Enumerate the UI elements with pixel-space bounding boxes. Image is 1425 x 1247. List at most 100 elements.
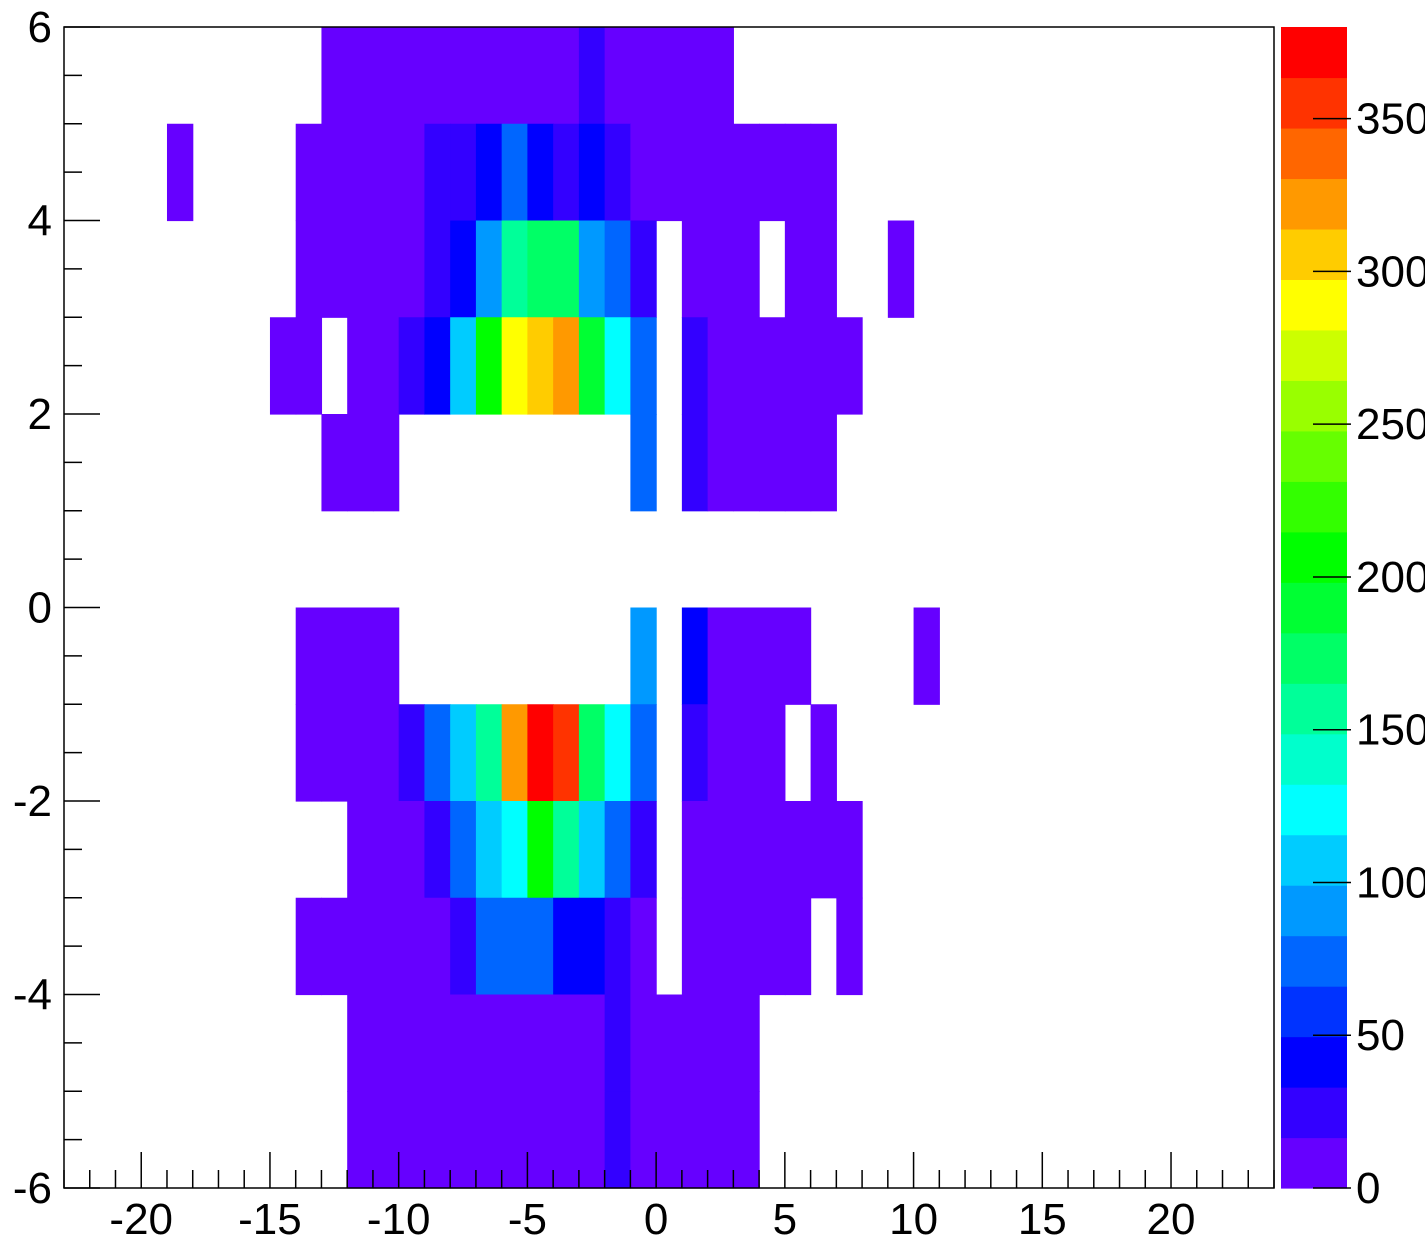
heatmap-cell xyxy=(475,317,503,415)
heatmap-cell xyxy=(681,801,709,899)
heatmap-cell xyxy=(707,801,734,899)
heatmap-cell xyxy=(424,1091,451,1189)
heatmap-cell xyxy=(681,1091,709,1189)
heatmap-cell xyxy=(527,1091,554,1189)
heatmap-cell xyxy=(475,801,503,899)
x-tick-label: 0 xyxy=(644,1195,668,1242)
heatmap-cell xyxy=(578,123,606,222)
heatmap-cell xyxy=(501,123,528,222)
x-tick-label: 10 xyxy=(889,1195,938,1242)
heatmap-cell xyxy=(604,994,631,1092)
heatmap-cell xyxy=(681,897,709,996)
x-tick-label: -20 xyxy=(109,1195,173,1242)
heatmap-cell xyxy=(604,1091,631,1189)
heatmap-cell xyxy=(553,317,580,415)
heatmap-cell xyxy=(733,220,760,318)
heatmap-cell xyxy=(347,704,374,802)
colorbar-segment xyxy=(1281,1137,1347,1189)
heatmap-cell xyxy=(733,1091,760,1189)
heatmap-cell xyxy=(295,317,323,415)
heatmap-cell xyxy=(424,123,451,222)
colorbar-segment xyxy=(1281,885,1347,937)
heatmap-cell xyxy=(784,123,812,222)
heatmap-cell xyxy=(372,414,400,512)
heatmap-cell xyxy=(295,123,323,222)
heatmap-cell xyxy=(501,317,528,415)
heatmap-cell xyxy=(836,897,863,996)
heatmap-cell xyxy=(424,897,451,996)
heatmap-cell xyxy=(321,220,348,318)
heatmap-cell xyxy=(347,27,374,125)
heatmap-cell xyxy=(681,220,709,318)
heatmap-cell xyxy=(707,27,734,125)
heatmap-cell xyxy=(630,801,657,899)
colorbar-tick-label: 150 xyxy=(1356,706,1425,755)
heatmap-cell xyxy=(707,317,734,415)
colorbar-segment xyxy=(1281,582,1347,634)
heatmap-cell xyxy=(372,704,400,802)
colorbar-segment xyxy=(1281,228,1347,280)
heatmap-cell xyxy=(578,317,606,415)
heatmap-cell xyxy=(166,123,194,222)
heatmap-cell xyxy=(707,704,734,802)
heatmap-cell xyxy=(733,994,760,1092)
heatmap-cell xyxy=(681,607,709,705)
y-tick-label: 0 xyxy=(28,584,52,633)
heatmap-cell xyxy=(656,27,683,125)
heatmap-cell xyxy=(707,1091,734,1189)
heatmap-cell xyxy=(553,994,580,1092)
heatmap-cell xyxy=(604,704,631,802)
heatmap-cell xyxy=(810,414,837,512)
heatmap-cell xyxy=(656,994,683,1092)
colorbar-segment xyxy=(1281,77,1347,129)
heatmap-cell xyxy=(424,27,451,125)
heatmap-cell xyxy=(295,220,323,318)
colorbar-segment xyxy=(1281,27,1347,79)
heatmap-cell xyxy=(681,123,709,222)
heatmap-cell xyxy=(759,801,786,899)
x-tick-label: 5 xyxy=(773,1195,797,1242)
y-axis: -6 -4 -2 0 2 4 6 xyxy=(13,3,100,1213)
y-tick-label: -2 xyxy=(13,777,52,826)
heatmap-cell xyxy=(321,607,348,705)
colorbar-segment xyxy=(1281,935,1347,987)
heatmap-cell xyxy=(527,27,554,125)
colorbar-segment xyxy=(1281,733,1347,785)
heatmap-cell xyxy=(836,801,863,899)
heatmap-cell xyxy=(553,27,580,125)
heatmap-cell xyxy=(295,897,323,996)
heatmap-cell xyxy=(527,897,554,996)
heatmap-cell xyxy=(398,317,426,415)
heatmap-cell xyxy=(475,27,503,125)
colorbar-segment xyxy=(1281,279,1347,331)
heatmap-cell xyxy=(372,994,400,1092)
heatmap-cell xyxy=(398,801,426,899)
colorbar-segment xyxy=(1281,329,1347,381)
heatmap-cell xyxy=(475,1091,503,1189)
heatmap-cell xyxy=(681,414,709,512)
heatmap-cell xyxy=(501,704,528,802)
heatmap-cell xyxy=(450,1091,477,1189)
heatmap-cell xyxy=(372,607,400,705)
heatmap-cell xyxy=(450,801,477,899)
heatmap-cell xyxy=(295,704,323,802)
heatmap-cell xyxy=(553,897,580,996)
heatmap-cell xyxy=(372,897,400,996)
colorbar-segment xyxy=(1281,1036,1347,1088)
colorbar-segment xyxy=(1281,784,1347,836)
heatmap-cell xyxy=(450,123,477,222)
heatmap-cell xyxy=(604,317,631,415)
heatmap-cell xyxy=(398,704,426,802)
heatmap-cell xyxy=(759,897,786,996)
heatmap-cell xyxy=(450,897,477,996)
heatmap-cell xyxy=(321,897,348,996)
heatmap-cell xyxy=(733,704,760,802)
heatmap-cell xyxy=(372,317,400,415)
heatmap-cell xyxy=(527,704,554,802)
heatmap-cell xyxy=(578,994,606,1092)
heatmap-cell xyxy=(784,220,812,318)
colorbar-tick-label: 300 xyxy=(1356,247,1425,296)
colorbar-tick-label: 350 xyxy=(1356,95,1425,144)
